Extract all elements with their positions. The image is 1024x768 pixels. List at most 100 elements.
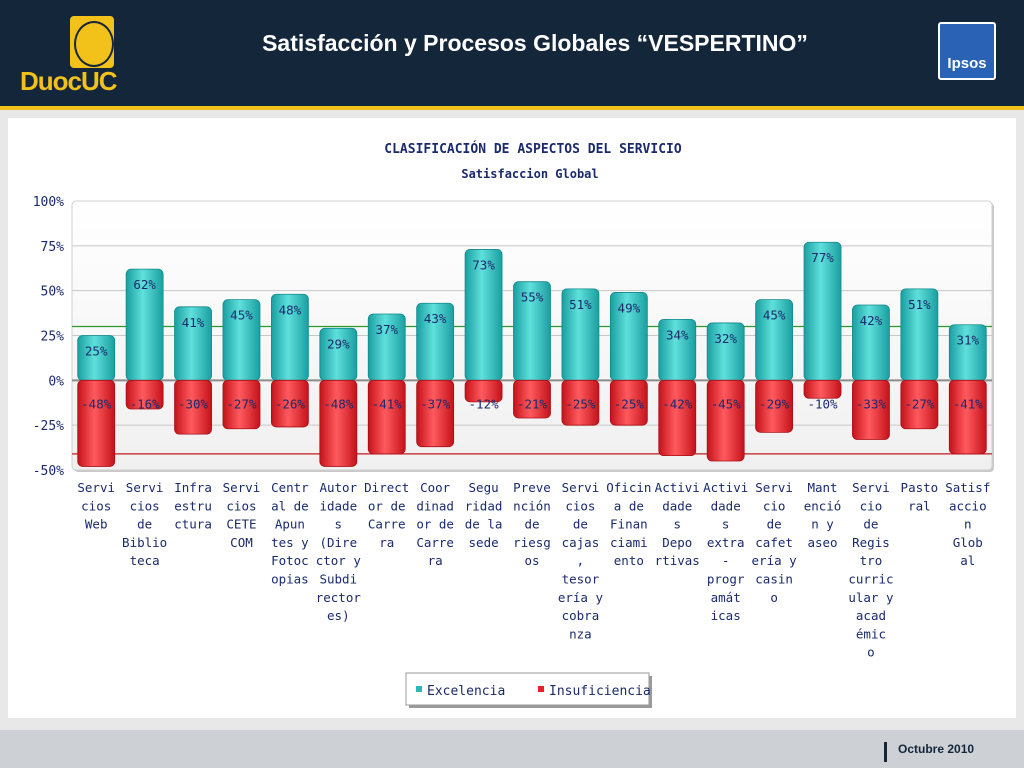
bar-insuficiencia <box>706 379 745 462</box>
data-label-excelencia: 32% <box>714 331 737 346</box>
legend-swatch-insuficiencia <box>538 686 544 692</box>
bar-insuficiencia <box>125 379 164 410</box>
legend-box <box>405 672 650 706</box>
x-tick-label: Segu ridad de la sede <box>465 480 503 550</box>
bar-insuficiencia <box>367 379 406 455</box>
y-tick-label: 25% <box>41 330 65 345</box>
data-label-excelencia: 31% <box>957 333 980 348</box>
bar-insuficiencia <box>464 379 503 403</box>
data-label-excelencia: 77% <box>811 250 834 265</box>
bar-insuficiencia <box>803 379 842 399</box>
chart-title: CLASIFICACIÓN DE ASPECTOS DEL SERVICIO <box>384 141 682 157</box>
x-tick-label: Infra estru ctura <box>174 480 212 532</box>
bar-insuficiencia <box>77 379 116 467</box>
x-tick-label: Activi dade s Depo rtivas <box>655 480 700 568</box>
footer-date: Octubre 2010 <box>898 742 975 756</box>
bar-insuficiencia <box>174 379 212 435</box>
data-label-insuficiencia: -25% <box>565 396 596 411</box>
data-label-insuficiencia: -27% <box>226 396 257 411</box>
data-label-excelencia: 48% <box>279 302 302 317</box>
x-tick-label: Oficin a de Finan ciami ento <box>606 480 651 568</box>
data-label-excelencia: 43% <box>424 311 447 326</box>
data-label-excelencia: 45% <box>763 308 786 323</box>
data-label-insuficiencia: -41% <box>953 396 984 411</box>
bar-insuficiencia <box>658 379 697 457</box>
chart-panel: CLASIFICACIÓN DE ASPECTOS DEL SERVICIO S… <box>8 118 1016 718</box>
x-tick-label: Servi cios de cajas, tesor ería y cobra nza <box>558 480 604 641</box>
data-label-excelencia: 55% <box>521 290 544 305</box>
ipsos-logo-text: Ipsos <box>947 55 987 72</box>
y-tick-label: 100% <box>33 195 64 210</box>
x-tick-label: Centr al de Apun tes y Fotoc opias <box>271 480 309 587</box>
slide-header <box>0 0 1024 106</box>
x-tick-label: Preve nción de riesg os <box>513 480 551 568</box>
x-tick-label: Coor dinad or de Carre ra <box>416 480 454 568</box>
bar-insuficiencia <box>270 379 309 428</box>
x-tick-label: Pasto ral <box>901 480 939 513</box>
bar-insuficiencia <box>513 379 551 419</box>
data-label-excelencia: 45% <box>230 308 253 323</box>
y-tick-label: -25% <box>33 419 64 434</box>
data-label-excelencia: 29% <box>327 336 350 351</box>
data-label-insuficiencia: -48% <box>323 396 354 411</box>
bar-insuficiencia <box>416 379 455 448</box>
data-label-excelencia: 62% <box>133 277 156 292</box>
data-label-excelencia: 49% <box>618 300 641 315</box>
data-label-insuficiencia: -42% <box>662 396 693 411</box>
x-tick-label: Servi cio de Regis tro curric ular y acad émic o <box>848 480 894 660</box>
x-tick-label: Autor idade s (Dire ctor y Subdi rector es) <box>316 480 362 623</box>
duoc-logo: DuocUC <box>20 16 135 96</box>
footer-divider <box>884 742 887 762</box>
data-label-insuficiencia: -10% <box>807 396 838 411</box>
x-tick-label: Servi cio de cafet ería y casin o <box>752 480 798 605</box>
chart-subtitle: Satisfaccion Global <box>461 167 598 181</box>
slide-footer <box>0 730 1024 768</box>
data-label-excelencia: 25% <box>85 344 108 359</box>
data-label-insuficiencia: -48% <box>81 396 112 411</box>
data-label-insuficiencia: -37% <box>420 396 451 411</box>
y-tick-label: 50% <box>41 285 65 300</box>
data-label-insuficiencia: -25% <box>614 396 645 411</box>
bar-insuficiencia <box>900 379 939 430</box>
bar-insuficiencia <box>319 379 358 467</box>
header-divider <box>0 106 1024 110</box>
data-label-excelencia: 37% <box>375 322 398 337</box>
data-label-insuficiencia: -29% <box>759 396 790 411</box>
data-label-insuficiencia: -12% <box>469 396 500 411</box>
x-tick-label: Mant enció n y aseo <box>804 480 842 550</box>
data-label-excelencia: 51% <box>908 297 931 312</box>
data-label-insuficiencia: -26% <box>275 396 306 411</box>
legend-label-insuficiencia: Insuficiencia <box>549 684 651 699</box>
bar-insuficiencia <box>852 379 890 440</box>
data-label-excelencia: 51% <box>569 297 592 312</box>
x-tick-label: Servi cios de Biblio teca <box>122 480 167 568</box>
x-tick-label: Servi cios Web <box>77 480 115 532</box>
data-label-insuficiencia: -30% <box>178 396 209 411</box>
data-label-insuficiencia: -16% <box>130 396 161 411</box>
x-tick-label: Servi cios CETE COM <box>223 480 261 550</box>
y-tick-label: -50% <box>33 464 64 479</box>
data-label-excelencia: 42% <box>860 313 883 328</box>
x-tick-label: Direct or de Carre ra <box>364 480 409 550</box>
data-label-insuficiencia: -41% <box>372 396 403 411</box>
seal-ring-icon <box>74 21 114 67</box>
data-label-excelencia: 73% <box>472 257 495 272</box>
data-label-insuficiencia: -21% <box>517 396 548 411</box>
legend-label-excelencia: Excelencia <box>427 684 505 699</box>
y-tick-label: 0% <box>48 374 64 389</box>
x-tick-label: Activi dade s extra -progr amát icas <box>703 480 748 623</box>
y-tick-label: 75% <box>41 240 65 255</box>
slide-title: Satisfacción y Procesos Globales “VESPER… <box>262 30 808 56</box>
bar-insuficiencia <box>609 379 648 426</box>
legend-swatch-excelencia <box>416 686 422 692</box>
bar-chart: CLASIFICACIÓN DE ASPECTOS DEL SERVICIO S… <box>33 141 994 708</box>
x-tick-label: Satisf accio n Glob al <box>945 480 990 568</box>
bar-insuficiencia <box>222 379 261 430</box>
ipsos-logo: Ipsos <box>938 22 996 80</box>
data-label-excelencia: 41% <box>182 315 205 330</box>
chart-legend: Excelencia Insuficiencia <box>405 672 652 708</box>
data-label-excelencia: 34% <box>666 327 689 342</box>
brand-name: DuocUC <box>20 66 118 96</box>
bar-insuficiencia <box>755 379 794 433</box>
data-label-insuficiencia: -45% <box>711 396 742 411</box>
